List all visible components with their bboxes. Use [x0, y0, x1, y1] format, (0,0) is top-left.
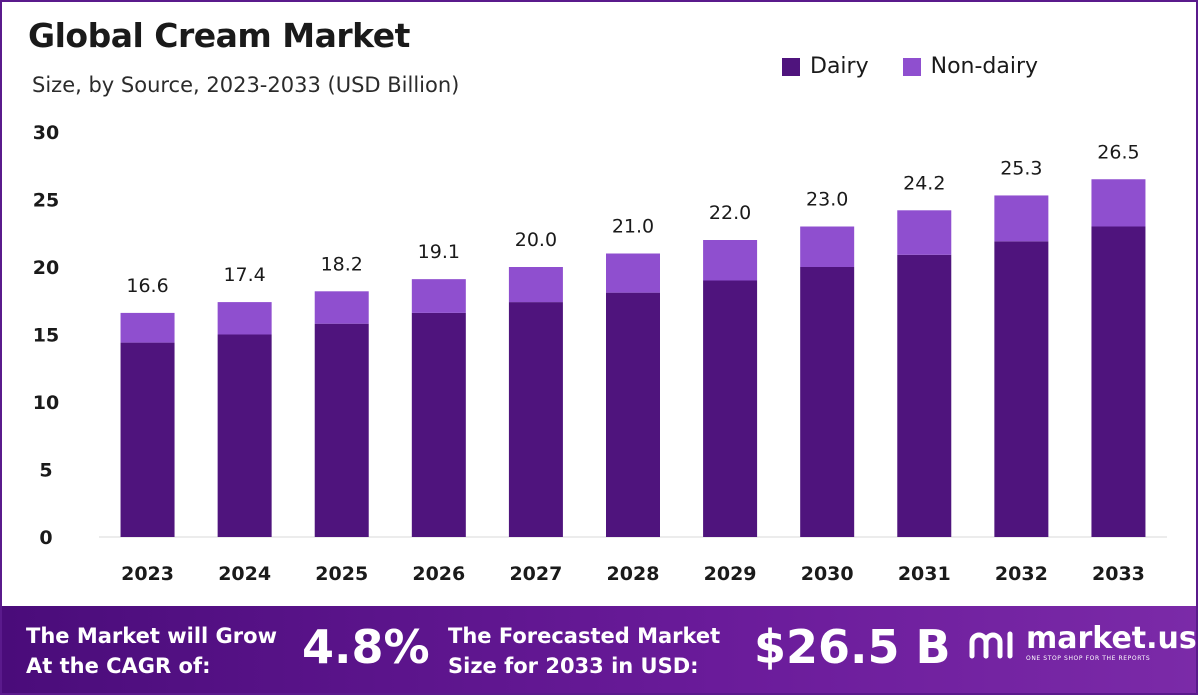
- bar-total-label: 26.5: [1097, 141, 1139, 163]
- cagr-label-line1: The Market will Grow: [26, 624, 277, 648]
- y-axis-ticks: 0 5 10 15 20 25 30: [33, 122, 59, 549]
- bar-group-2032: 25.3: [994, 157, 1049, 537]
- bar-total-label: 19.1: [418, 241, 460, 263]
- bar-total-label: 17.4: [223, 264, 265, 286]
- chart-subtitle: Size, by Source, 2023-2033 (USD Billion): [32, 73, 460, 97]
- bar-dairy-2033: [1091, 226, 1146, 537]
- bar-dairy-2030: [800, 267, 855, 537]
- cagr-label-line2: At the CAGR of:: [26, 654, 211, 678]
- y-tick-label: 30: [33, 122, 59, 144]
- forecast-value: $26.5 B: [754, 620, 951, 674]
- bar-group-2025: 18.2: [314, 253, 369, 537]
- chart-title: Global Cream Market: [28, 16, 410, 55]
- bar-groups: 16.6 17.4 18.2 19.1 20.0 21.0 22.0 23.0 24.2 25.3…: [120, 141, 1146, 537]
- bar-group-2028: 21.0: [606, 216, 660, 537]
- legend-swatch-dairy: [782, 57, 800, 76]
- bar-dairy-2027: [508, 302, 563, 537]
- forecast-label: The Forecasted Market Size for 2033 in U…: [448, 621, 720, 681]
- x-tick-label: 2024: [218, 563, 271, 585]
- x-tick-label: 2032: [995, 563, 1048, 585]
- bar-total-label: 18.2: [321, 253, 363, 275]
- bar-non-dairy-2029: [703, 240, 758, 281]
- x-tick-label: 2023: [121, 563, 174, 585]
- bar-dairy-2024: [217, 334, 272, 537]
- x-axis-ticks: 2023 2024 2025 2026 2027 2028 2029 2030 2031 2032…: [121, 563, 1145, 585]
- footer-banner: The Market will Grow At the CAGR of: 4.8…: [2, 606, 1196, 693]
- legend-item-dairy: Dairy: [782, 54, 869, 79]
- brand-text: market.us ONE STOP SHOP FOR THE REPORTS: [1026, 621, 1197, 663]
- bar-total-label: 22.0: [709, 202, 751, 224]
- bar-dairy-2031: [897, 254, 952, 537]
- bar-group-2031: 24.2: [897, 172, 952, 537]
- market-us-logo-icon: [969, 631, 1013, 659]
- bar-non-dairy-2023: [120, 312, 175, 343]
- bar-dairy-2023: [120, 342, 175, 537]
- bar-non-dairy-2024: [217, 302, 272, 335]
- bar-non-dairy-2026: [411, 279, 466, 313]
- bar-dairy-2032: [994, 241, 1049, 537]
- x-tick-label: 2028: [607, 563, 660, 585]
- bar-total-label: 25.3: [1000, 157, 1042, 179]
- bar-non-dairy-2028: [606, 253, 660, 293]
- bar-total-label: 20.0: [515, 229, 557, 251]
- legend-label-non-dairy: Non-dairy: [930, 54, 1039, 79]
- bar-non-dairy-2025: [314, 291, 369, 324]
- bar-dairy-2025: [314, 323, 369, 537]
- x-tick-label: 2027: [509, 563, 562, 585]
- bar-dairy-2028: [606, 292, 660, 537]
- forecast-label-line1: The Forecasted Market: [448, 624, 721, 648]
- x-tick-label: 2029: [704, 563, 757, 585]
- bar-non-dairy-2031: [897, 210, 952, 255]
- bar-dairy-2029: [703, 280, 758, 537]
- legend-item-non-dairy: Non-dairy: [902, 54, 1039, 79]
- bar-total-label: 24.2: [903, 172, 945, 194]
- bar-non-dairy-2030: [800, 226, 855, 267]
- brand-tagline: ONE STOP SHOP FOR THE REPORTS: [1026, 655, 1151, 662]
- x-tick-label: 2030: [801, 563, 854, 585]
- x-tick-label: 2025: [315, 563, 368, 585]
- brand-logo: market.us ONE STOP SHOP FOR THE REPORTS: [968, 621, 1197, 663]
- x-tick-label: 2026: [412, 563, 465, 585]
- y-tick-label: 0: [39, 527, 52, 549]
- bar-non-dairy-2033: [1091, 179, 1146, 227]
- bar-group-2024: 17.4: [217, 264, 272, 537]
- y-tick-label: 20: [33, 257, 59, 279]
- chart-legend: Dairy Non-dairy: [782, 54, 1038, 79]
- x-tick-label: 2031: [898, 563, 951, 585]
- bar-dairy-2026: [411, 312, 466, 537]
- legend-swatch-non-dairy: [902, 57, 921, 76]
- bar-group-2023: 16.6: [120, 275, 175, 537]
- x-tick-label: 2033: [1092, 563, 1145, 585]
- y-tick-label: 25: [33, 190, 59, 212]
- bar-total-label: 23.0: [806, 189, 848, 211]
- y-tick-label: 10: [33, 392, 59, 414]
- forecast-label-line2: Size for 2033 in USD:: [448, 654, 699, 678]
- cagr-label: The Market will Grow At the CAGR of:: [26, 621, 277, 681]
- legend-label-dairy: Dairy: [810, 54, 869, 79]
- bar-group-2029: 22.0: [703, 202, 758, 537]
- cagr-value: 4.8%: [302, 620, 430, 674]
- bar-non-dairy-2032: [994, 195, 1049, 242]
- bar-group-2030: 23.0: [800, 189, 855, 537]
- bar-non-dairy-2027: [508, 267, 563, 303]
- y-tick-label: 15: [33, 325, 59, 347]
- bar-group-2033: 26.5: [1091, 141, 1146, 537]
- bar-group-2027: 20.0: [508, 229, 563, 537]
- y-tick-label: 5: [39, 460, 52, 482]
- brand-name: market.us: [1026, 621, 1197, 656]
- bar-group-2026: 19.1: [411, 241, 466, 537]
- bar-total-label: 16.6: [126, 275, 168, 297]
- bar-total-label: 21.0: [612, 216, 654, 238]
